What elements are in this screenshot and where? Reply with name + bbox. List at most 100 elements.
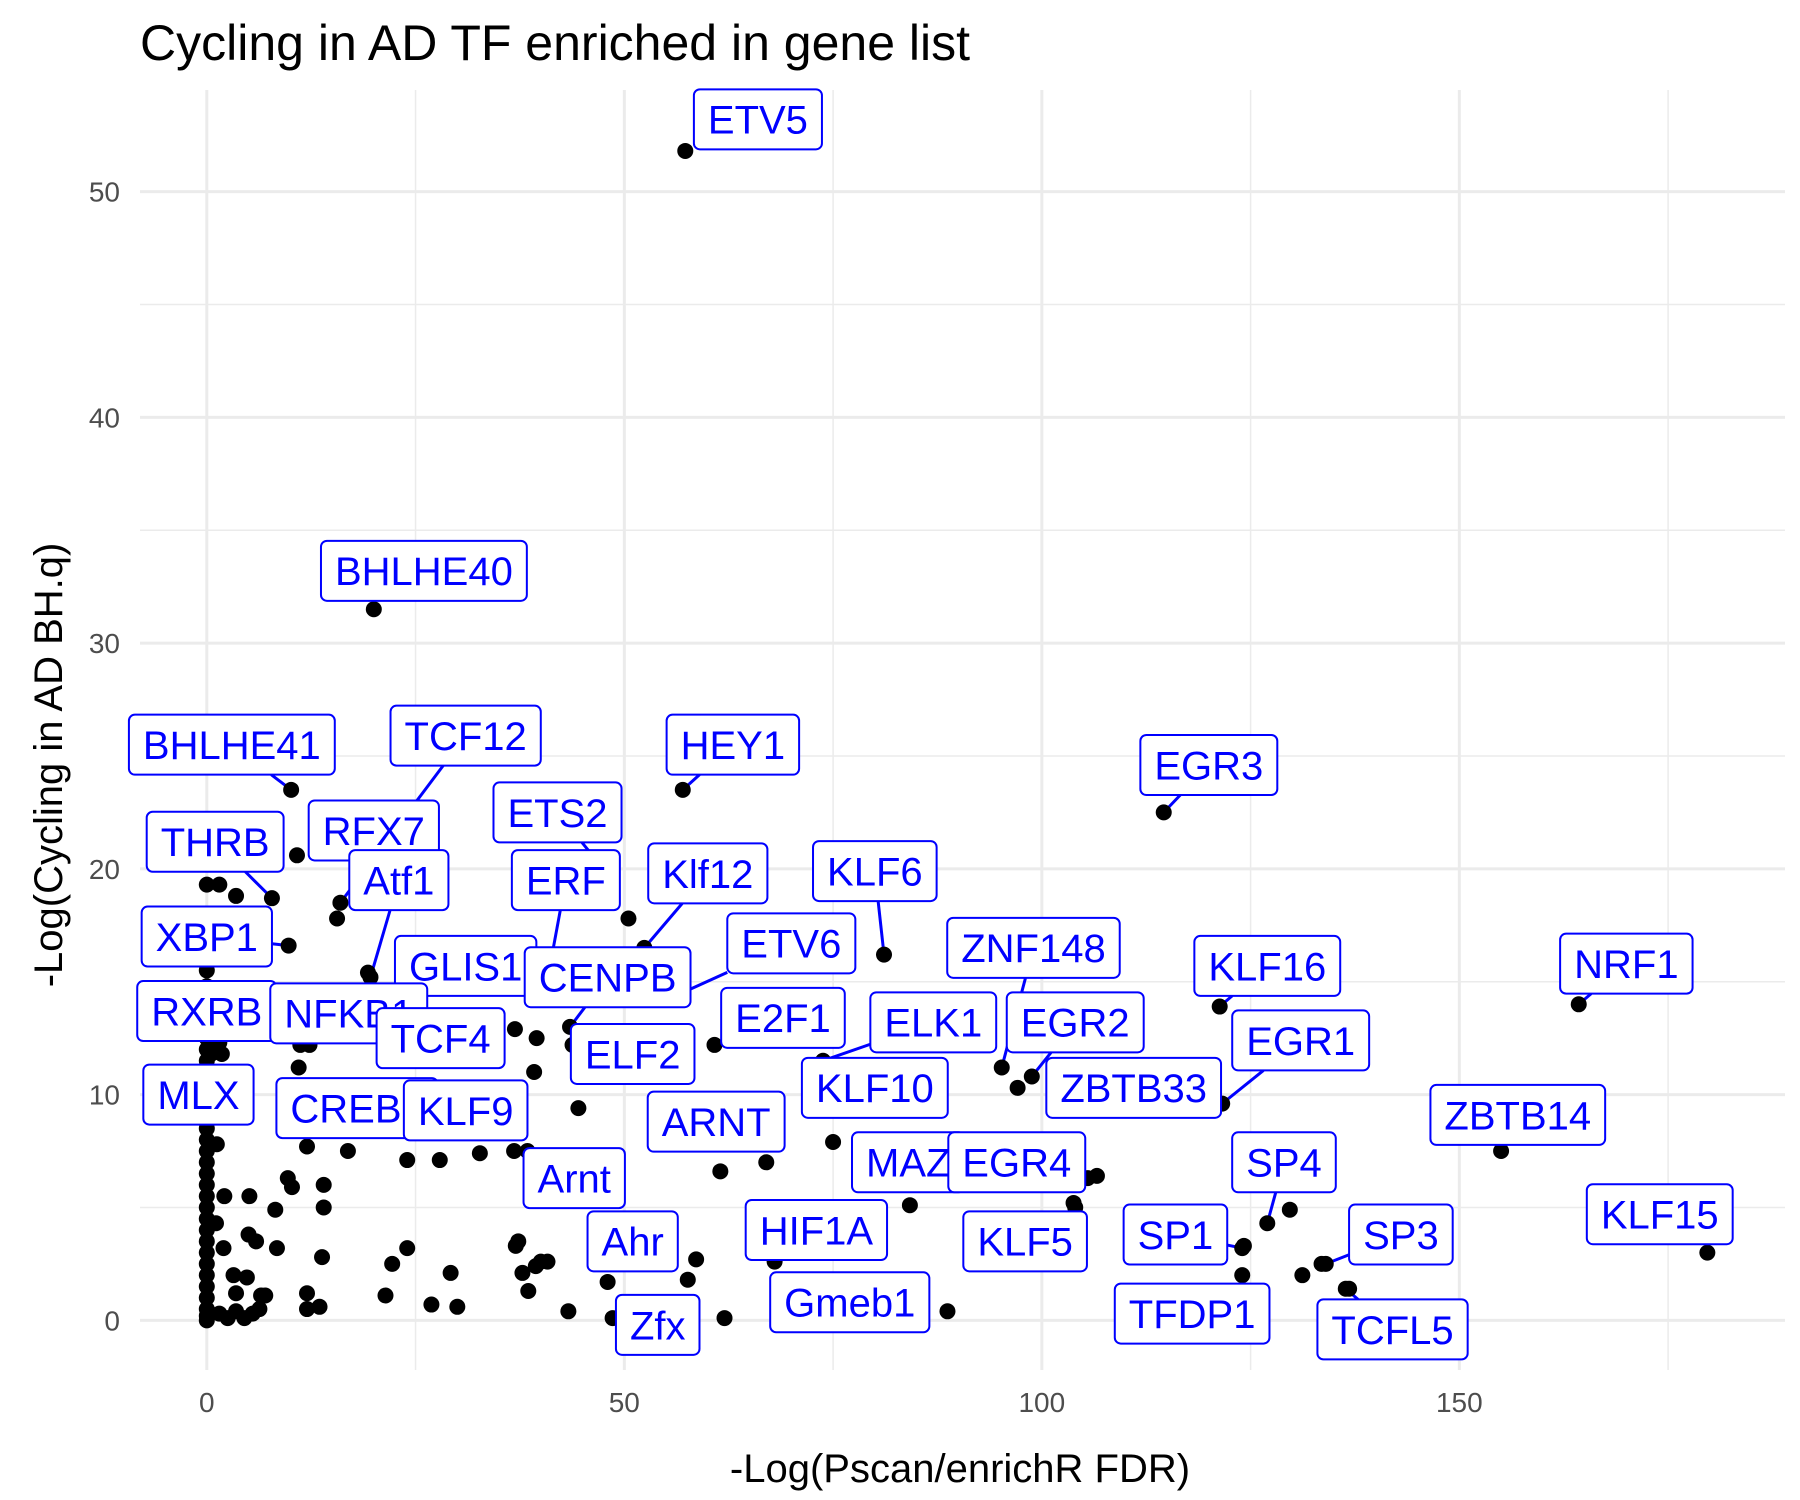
label-text: ELK1 <box>884 1002 982 1046</box>
label-text: EGR3 <box>1154 744 1263 788</box>
label-box <box>962 1210 1088 1273</box>
y-axis-title: -Log(Cycling in AD BH.q) <box>27 543 71 988</box>
data-point-zbtb14 <box>1493 1143 1510 1160</box>
point-label-bhlhe40: BHLHE40 <box>319 539 528 602</box>
x-tick-label: 100 <box>1018 1387 1065 1418</box>
data-point-tfdp1 <box>1234 1267 1251 1284</box>
data-point-rfx7 <box>288 847 305 864</box>
data-point <box>283 1179 300 1196</box>
label-box <box>145 810 285 873</box>
label-text: NRF1 <box>1574 943 1678 987</box>
label-text: ELF2 <box>585 1033 681 1077</box>
point-label-rxrb: RXRB <box>136 980 278 1043</box>
data-point <box>526 1064 543 1081</box>
data-point-bhlhe41 <box>283 781 300 798</box>
data-point <box>560 1303 577 1320</box>
data-point <box>384 1255 401 1272</box>
label-text: HEY1 <box>681 724 786 768</box>
label-box <box>769 1271 931 1334</box>
point-label-egr4: EGR4 <box>947 1131 1087 1194</box>
label-text: KLF9 <box>418 1090 514 1134</box>
data-point <box>251 1301 268 1318</box>
data-point <box>520 1282 537 1299</box>
label-text: ZBTB33 <box>1060 1067 1207 1111</box>
point-label-mlx: MLX <box>142 1063 255 1126</box>
data-point <box>198 1199 215 1216</box>
point-label-thrb: THRB <box>145 810 285 873</box>
data-point <box>290 1059 307 1076</box>
label-box <box>1005 991 1145 1054</box>
label-box <box>665 713 801 776</box>
data-point-klf6 <box>876 946 893 963</box>
y-tick-label: 50 <box>89 177 120 208</box>
x-tick-label: 50 <box>609 1387 640 1418</box>
point-label-zbtb33: ZBTB33 <box>1045 1056 1223 1119</box>
label-text: ERF <box>526 860 606 904</box>
point-label-hey1: HEY1 <box>665 713 801 776</box>
data-point <box>339 1143 356 1160</box>
point-label-sp3: SP3 <box>1348 1203 1454 1266</box>
point-label-tcf12: TCF12 <box>389 704 542 767</box>
data-point <box>449 1298 466 1315</box>
data-point-maz <box>901 1197 918 1214</box>
point-label-nrf1: NRF1 <box>1559 932 1694 995</box>
data-point <box>399 1240 416 1257</box>
data-point <box>198 876 215 893</box>
point-labels: ETV5 BHLHE40 BHLHE41 TCF12 HEY1 EGR3 THRB RFX7 E… <box>127 88 1734 1361</box>
label-text: KLF5 <box>977 1221 1073 1265</box>
data-point <box>241 1188 258 1205</box>
label-text: MLX <box>157 1074 239 1118</box>
label-text: KLF6 <box>827 850 923 894</box>
data-point-egr3 <box>1155 804 1172 821</box>
label-text: Arnt <box>538 1158 611 1202</box>
data-point-klf15 <box>1699 1244 1716 1261</box>
label-text: TCF4 <box>391 1018 491 1062</box>
connector-egr1 <box>1221 1069 1265 1105</box>
data-point <box>688 1251 705 1268</box>
label-text: KLF15 <box>1601 1194 1719 1238</box>
data-point <box>758 1154 775 1171</box>
data-point <box>225 1267 242 1284</box>
point-label-klf16: KLF16 <box>1193 934 1342 997</box>
label-text: SP4 <box>1246 1142 1322 1186</box>
label-text: ETS2 <box>507 792 607 836</box>
point-label-etv6: ETV6 <box>726 912 857 975</box>
data-point <box>570 1100 587 1117</box>
label-box <box>375 1007 506 1070</box>
data-point <box>216 1188 233 1205</box>
label-text: XBP1 <box>156 916 258 960</box>
point-label-rfx7: RFX7 <box>307 799 440 862</box>
y-tick-label: 0 <box>104 1305 120 1336</box>
data-point-nrf1 <box>1570 996 1587 1013</box>
label-box <box>1231 1009 1371 1072</box>
label-box <box>869 991 998 1054</box>
data-point-sp1 <box>1234 1240 1251 1257</box>
data-point <box>211 876 228 893</box>
data-point <box>939 1303 956 1320</box>
label-box <box>1045 1056 1223 1119</box>
label-text: MAZ <box>866 1142 950 1186</box>
point-label-ahr: Ahr <box>586 1210 679 1273</box>
data-point <box>228 1285 245 1302</box>
label-text: Zfx <box>630 1304 686 1348</box>
data-point <box>198 1154 215 1171</box>
data-point <box>198 1233 215 1250</box>
label-text: RXRB <box>151 990 262 1034</box>
label-text: KLF16 <box>1208 945 1326 989</box>
label-text: RFX7 <box>323 810 425 854</box>
data-point-e2f1 <box>706 1036 723 1053</box>
data-point <box>315 1199 332 1216</box>
label-box <box>946 916 1121 979</box>
point-label-zbtb14: ZBTB14 <box>1429 1083 1607 1146</box>
y-tick-label: 10 <box>89 1080 120 1111</box>
label-box <box>348 849 450 912</box>
data-point <box>314 1249 331 1266</box>
data-point <box>377 1287 394 1304</box>
label-box <box>1113 1282 1271 1345</box>
label-box <box>319 539 528 602</box>
y-tick-label: 30 <box>89 628 120 659</box>
label-box <box>1316 1298 1469 1361</box>
label-text: Atf1 <box>363 860 434 904</box>
data-point <box>198 1188 215 1205</box>
label-box <box>1139 733 1279 796</box>
